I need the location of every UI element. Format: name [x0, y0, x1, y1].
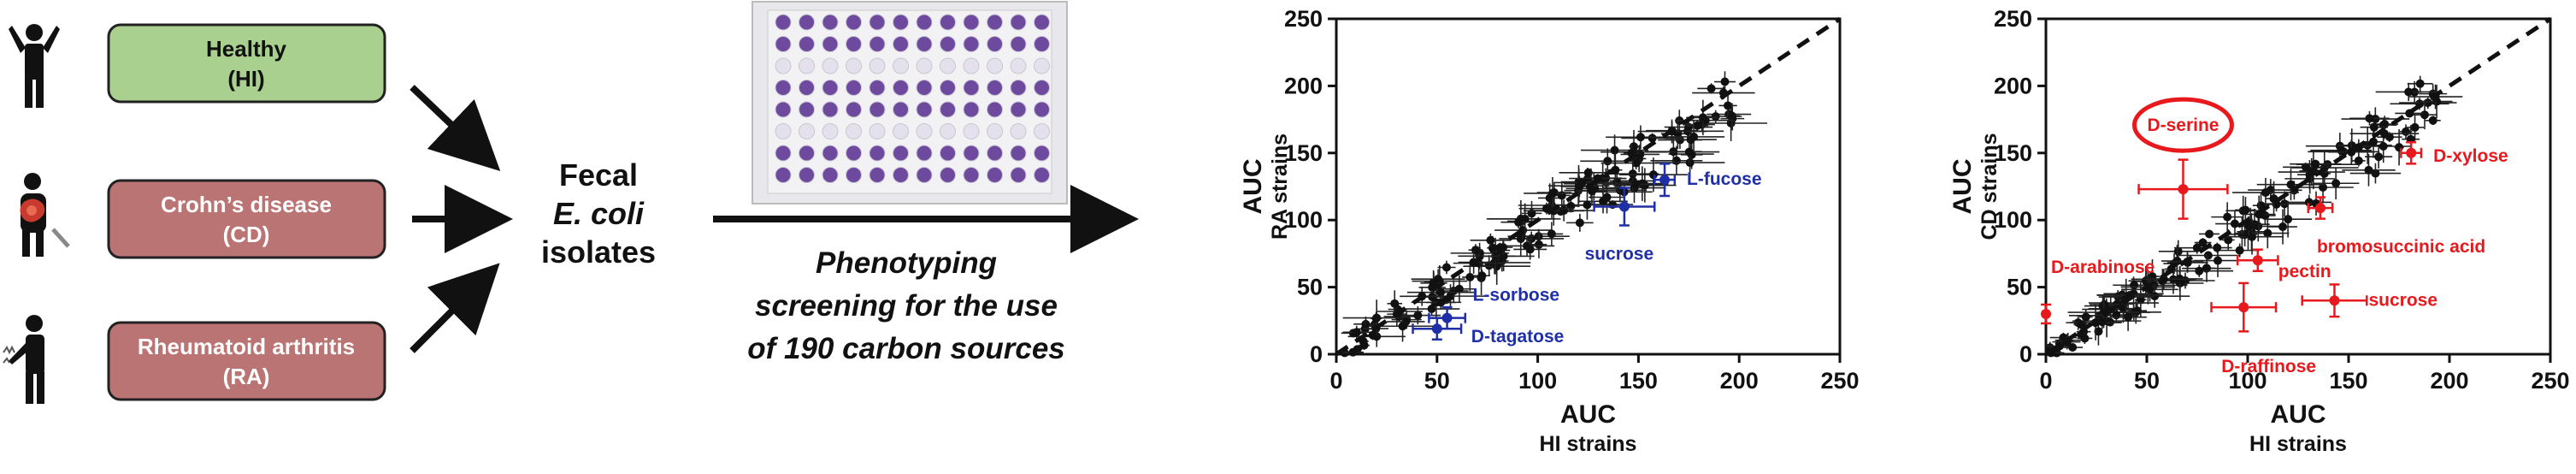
x-axis-sublabel: HI strains	[2249, 432, 2347, 456]
point-label: D-serine	[2147, 116, 2219, 135]
group-label-crohns: Crohn’s disease	[161, 192, 332, 217]
point-label: sucrose	[2368, 290, 2437, 310]
point-label: sucrose	[1585, 245, 1654, 264]
group-box-healthy: Healthy (HI)	[107, 23, 386, 104]
group-abbr-healthy: (HI)	[227, 66, 264, 92]
identity-line	[2044, 16, 2552, 357]
x-tick-label: 50	[1424, 368, 1450, 394]
y-tick-label: 150	[1284, 140, 1323, 166]
x-tick-label: 200	[1720, 368, 1759, 394]
point-marker	[2178, 184, 2189, 195]
x-tick-label: 250	[2531, 368, 2569, 394]
plot-frame	[1335, 17, 1842, 356]
highlighted-point	[2210, 281, 2278, 333]
y-tick-label: 100	[1994, 207, 2032, 233]
screening-label-line3: of 190 carbon sources	[747, 332, 1065, 365]
x-axis-sublabel: HI strains	[1540, 432, 1637, 456]
crohns-person-icon	[20, 173, 70, 257]
x-tick-label: 100	[2228, 368, 2267, 394]
group-box-arthritis: Rheumatoid arthritis (RA)	[107, 321, 386, 401]
y-tick-label: 200	[1994, 73, 2032, 98]
point-marker	[2314, 203, 2325, 214]
highlighted-point	[1412, 317, 1463, 341]
point-label: D-arabinose	[2051, 258, 2155, 277]
point-marker	[2252, 255, 2263, 266]
highlighted-point	[2307, 196, 2334, 220]
x-tick-label: 200	[2430, 368, 2468, 394]
highlighted-point	[1653, 163, 1677, 198]
group-label-arthritis: Rheumatoid arthritis	[138, 334, 355, 359]
highlight-circle	[2131, 97, 2234, 153]
isolates-label-line2: E. coli	[553, 196, 645, 231]
isolates-label-line3: isolates	[541, 234, 656, 270]
x-tick-label: 250	[1820, 368, 1859, 394]
y-tick-label: 100	[1284, 207, 1323, 233]
arthritis-person-icon	[3, 315, 44, 404]
y-tick-label: 200	[1284, 73, 1323, 98]
y-tick-label: 0	[1310, 341, 1323, 367]
screening-label-line2: screening for the use	[755, 289, 1058, 323]
group-box-crohns: Crohn’s disease (CD)	[107, 179, 386, 259]
y-axis-label: AUC	[1948, 159, 1977, 215]
x-tick-label: 0	[2039, 368, 2052, 394]
y-tick-label: 150	[1994, 140, 2032, 166]
background-points	[1336, 71, 1767, 358]
healthy-person-icon	[9, 24, 60, 108]
identity-line	[1335, 16, 1842, 357]
point-marker	[1441, 312, 1453, 323]
highlighted-point	[2236, 248, 2279, 273]
point-marker	[1431, 323, 1442, 335]
y-axis-label: AUC	[1239, 159, 1267, 215]
point-marker	[2406, 147, 2417, 158]
group-abbr-arthritis: (RA)	[223, 364, 270, 389]
y-tick-label: 250	[1994, 6, 2032, 32]
point-label: pectin	[2278, 262, 2331, 281]
arrow-arthritis-to-isolates	[410, 263, 500, 353]
microplate-image	[752, 1, 1068, 204]
arrow-healthy-to-isolates	[410, 85, 501, 172]
point-marker	[2041, 308, 2051, 319]
point-label: D-xylose	[2433, 146, 2508, 166]
highlighted-point	[2301, 283, 2368, 318]
point-label: D-tagatose	[1471, 327, 1565, 347]
scatter-chart-cd-vs-hi: 0 50 100 150 200 250 0 50 100 150 200 250 AUC HI stra…	[1948, 6, 2570, 456]
y-tick-label: 50	[1297, 275, 1323, 300]
x-axis-label: AUC	[2271, 400, 2326, 429]
y-tick-label: 250	[1284, 6, 1323, 32]
x-axis-label: AUC	[1560, 400, 1616, 429]
highlighted-point	[1593, 187, 1656, 227]
highlighted-point	[2400, 141, 2423, 165]
x-tick-label: 0	[1329, 368, 1342, 394]
point-label: bromosuccinic acid	[2317, 237, 2485, 257]
y-axis-sublabel: RA strains	[1268, 133, 1292, 240]
highlighted-point	[2137, 158, 2229, 220]
plot-frame	[2044, 17, 2552, 356]
group-label-healthy: Healthy	[206, 36, 286, 62]
y-axis-sublabel: CD strains	[1978, 133, 2001, 240]
point-label: L-fucose	[1687, 169, 1762, 189]
x-tick-label: 150	[2329, 368, 2367, 394]
group-abbr-crohns: (CD)	[223, 222, 270, 247]
scatter-chart-ra-vs-hi: 0 50 100 150 200 250 0 50 100 150 200 250 AUC HI stra…	[1239, 6, 1860, 456]
point-label: L-sorbose	[1473, 286, 1560, 305]
point-marker	[1659, 175, 1671, 186]
point-marker	[1618, 201, 1630, 212]
highlighted-point	[2041, 303, 2051, 325]
x-tick-label: 100	[1518, 368, 1557, 394]
point-marker	[2238, 302, 2249, 313]
point-marker	[2329, 295, 2340, 306]
point-label: D-raffinose	[2221, 357, 2316, 376]
y-tick-label: 50	[2007, 275, 2032, 300]
isolates-label-line1: Fecal	[559, 157, 638, 193]
y-tick-label: 0	[2019, 341, 2032, 367]
x-tick-label: 50	[2134, 368, 2160, 394]
screening-label-line1: Phenotyping	[816, 246, 997, 280]
x-tick-label: 150	[1619, 368, 1658, 394]
